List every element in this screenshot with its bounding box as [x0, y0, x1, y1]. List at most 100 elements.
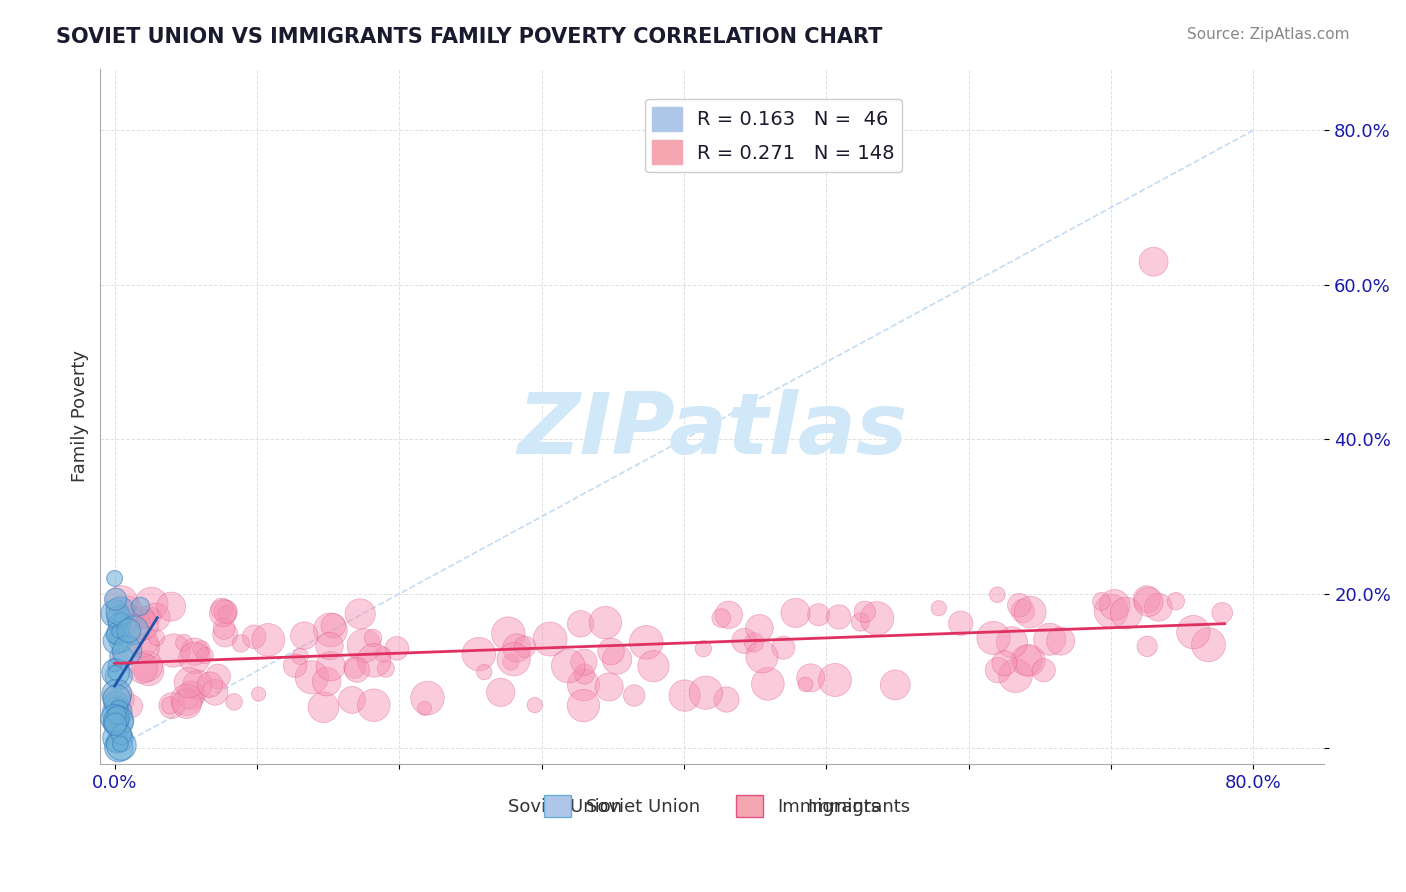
Point: [108, 604, 131, 618]
Point: [163, 643, 186, 657]
Point: [243, 630, 266, 644]
Point: [312, 700, 335, 714]
Point: [288, 649, 311, 664]
Point: [194, 648, 217, 663]
Point: [673, 689, 696, 703]
Point: [318, 639, 340, 653]
Point: [373, 648, 395, 662]
Point: [211, 602, 233, 616]
Point: [319, 623, 342, 637]
Point: [557, 659, 579, 673]
Point: [115, 644, 138, 658]
Point: [104, 717, 127, 731]
Point: [301, 670, 323, 684]
Point: [569, 616, 592, 631]
Point: [1137, 595, 1160, 609]
Point: [349, 607, 371, 621]
Point: [198, 678, 221, 692]
Text: SOVIET UNION VS IMMIGRANTS FAMILY POVERTY CORRELATION CHART: SOVIET UNION VS IMMIGRANTS FAMILY POVERT…: [56, 27, 883, 46]
Point: [733, 634, 755, 648]
Point: [118, 610, 141, 624]
Text: Source: ZipAtlas.com: Source: ZipAtlas.com: [1187, 27, 1350, 42]
Point: [207, 669, 229, 683]
Legend: Soviet Union, Immigrants: Soviet Union, Immigrants: [537, 788, 887, 824]
Point: [212, 606, 235, 620]
Point: [176, 697, 198, 711]
Point: [104, 658, 127, 673]
Point: [1039, 632, 1062, 647]
Point: [105, 687, 128, 701]
Point: [1147, 600, 1170, 615]
Point: [986, 588, 1008, 602]
Point: [346, 663, 368, 677]
Point: [105, 630, 128, 644]
Point: [132, 610, 155, 624]
Point: [499, 655, 522, 669]
Point: [315, 674, 337, 689]
Point: [574, 667, 596, 681]
Point: [105, 706, 128, 720]
Point: [692, 641, 714, 656]
Point: [374, 662, 396, 676]
Point: [794, 677, 817, 691]
Point: [710, 611, 733, 625]
Point: [866, 611, 889, 625]
Point: [993, 656, 1015, 670]
Point: [468, 647, 491, 661]
Point: [107, 624, 129, 639]
Point: [322, 619, 344, 633]
Point: [160, 698, 183, 713]
Point: [1197, 638, 1219, 652]
Point: [104, 715, 127, 730]
Point: [284, 658, 307, 673]
Point: [385, 641, 408, 656]
Point: [110, 613, 132, 627]
Point: [215, 607, 238, 622]
Point: [104, 607, 127, 621]
Point: [1136, 640, 1159, 654]
Point: [142, 608, 165, 623]
Point: [180, 688, 202, 702]
Point: [800, 671, 823, 685]
Point: [853, 605, 876, 619]
Point: [361, 631, 384, 645]
Point: [949, 616, 972, 631]
Point: [105, 722, 128, 736]
Point: [145, 631, 167, 645]
Point: [742, 635, 765, 649]
Point: [363, 698, 385, 713]
Point: [104, 628, 127, 642]
Point: [132, 617, 155, 632]
Point: [498, 626, 520, 640]
Point: [110, 727, 132, 741]
Point: [105, 714, 128, 728]
Point: [1004, 668, 1026, 682]
Point: [111, 594, 134, 608]
Point: [695, 686, 717, 700]
Point: [108, 702, 131, 716]
Point: [107, 714, 129, 728]
Point: [212, 621, 235, 635]
Point: [1142, 254, 1164, 268]
Point: [138, 664, 160, 678]
Point: [186, 678, 208, 692]
Point: [190, 642, 212, 657]
Point: [104, 665, 127, 680]
Point: [572, 698, 595, 713]
Point: [104, 712, 127, 726]
Point: [145, 610, 167, 624]
Point: [110, 729, 132, 743]
Point: [1099, 604, 1122, 618]
Point: [183, 645, 205, 659]
Point: [416, 691, 439, 706]
Point: [807, 607, 830, 622]
Point: [1001, 635, 1024, 649]
Point: [179, 675, 201, 690]
Point: [105, 691, 128, 706]
Point: [824, 673, 846, 687]
Text: ZIPatlas: ZIPatlas: [517, 389, 907, 472]
Point: [572, 678, 595, 692]
Point: [636, 635, 658, 649]
Text: Immigrants: Immigrants: [807, 798, 911, 816]
Point: [717, 607, 740, 622]
